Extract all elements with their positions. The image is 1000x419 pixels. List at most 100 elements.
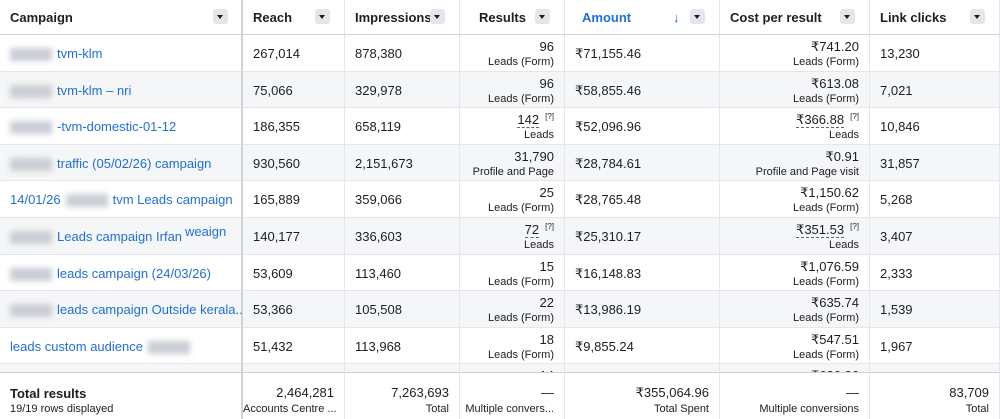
value: 15	[539, 258, 554, 274]
table-cell: 336,603	[345, 218, 460, 255]
cell-value: 22	[470, 295, 554, 310]
table-cell: 75,066	[243, 71, 345, 109]
table-cell: 930,560	[243, 144, 345, 182]
table-cell: ₹52,096.96	[565, 108, 720, 145]
table-cell: ₹0.91 Profile and Page visit	[720, 144, 870, 182]
cell-value: 3,407	[880, 229, 913, 244]
table-cell: 1,967	[870, 327, 1000, 365]
cell-value: 53,609	[253, 265, 293, 281]
dropdown-button[interactable]	[690, 9, 705, 24]
dropdown-button[interactable]	[535, 9, 550, 24]
campaign-name[interactable]: traffic (05/02/26) campaign	[10, 156, 231, 171]
column-header[interactable]: Reach	[243, 0, 345, 35]
table-cell: 113,968	[345, 327, 460, 365]
campaign-name[interactable]: Leads campaign Irfan weaign	[10, 224, 231, 245]
campaign-name[interactable]: tvm-klm	[10, 46, 231, 62]
value: 18	[539, 331, 554, 347]
column-header[interactable]: Campaign	[0, 0, 243, 35]
campaign-name[interactable]: -tvm-domestic-01-12	[10, 119, 231, 135]
cell-value: 2,333	[880, 265, 913, 281]
dropdown-button[interactable]	[430, 9, 445, 24]
cell-value: 336,603	[355, 229, 402, 244]
column-header[interactable]: Link clicks	[870, 0, 1000, 35]
dropdown-button[interactable]	[970, 9, 985, 24]
cell-value: 1,967	[880, 338, 913, 354]
cell-value: 10,846	[880, 119, 920, 135]
table-cell: ₹613.08 Leads (Form)	[720, 71, 870, 109]
dropdown-button[interactable]	[315, 9, 330, 24]
table-cell: 14/01/26 tvm Leads campaign	[0, 181, 243, 218]
redacted	[10, 267, 52, 281]
table-cell: 105,508	[345, 291, 460, 328]
table-cell: 878,380	[345, 35, 460, 72]
footer-cell: — Multiple convers...	[460, 372, 565, 419]
column-header[interactable]: Impressions	[345, 0, 460, 35]
cell-value: ₹351.53 [?]	[730, 222, 859, 238]
cell-value: 53,366	[253, 302, 293, 318]
campaign-name[interactable]: tvm-klm – nri	[10, 83, 231, 98]
footer-value: —	[846, 385, 859, 400]
redacted	[10, 231, 52, 245]
footer-subtitle: 19/19 rows displayed	[10, 403, 114, 415]
table-cell: 142 [?] Leads	[460, 108, 565, 145]
value: 72	[524, 222, 540, 238]
cell-value: ₹71,155.46	[575, 46, 642, 61]
table-cell: ₹9,855.24	[565, 327, 720, 365]
table-cell: ₹16,148.83	[565, 254, 720, 292]
footer-cell: — Multiple conversions	[720, 372, 870, 419]
table-cell: leads campaign (24/03/26)	[0, 254, 243, 292]
dropdown-button[interactable]	[840, 9, 855, 24]
cell-value: 2,151,673	[355, 155, 413, 171]
cell-label: Leads (Form)	[792, 56, 859, 68]
table-cell: ₹71,155.46	[565, 35, 720, 72]
value: ₹613.08	[810, 75, 859, 91]
cell-value: ₹28,765.48	[575, 192, 642, 208]
footer-label: Accounts Centre ...	[243, 403, 337, 415]
cell-value: 878,380	[355, 46, 402, 61]
value: 96	[539, 39, 554, 54]
redacted	[10, 157, 52, 171]
dropdown-button[interactable]	[213, 9, 228, 24]
campaign-name[interactable]: leads custom audience	[10, 339, 231, 354]
footer-label: Multiple conversions	[759, 403, 859, 415]
footer-title: Total results	[10, 386, 87, 401]
campaign-name[interactable]: leads campaign Outside kerala...	[10, 302, 246, 318]
footer-value: 2,464,281	[276, 385, 334, 400]
footer-cell: 7,263,693 Total	[345, 372, 460, 419]
value: ₹635.74	[810, 295, 859, 311]
cell-label: Leads (Form)	[792, 348, 859, 361]
redacted	[10, 121, 52, 135]
table-cell: traffic (05/02/26) campaign	[0, 144, 243, 182]
cell-value: ₹13,986.19	[575, 302, 642, 318]
cell-value: 25	[470, 185, 554, 200]
table-cell: -tvm-domestic-01-12	[0, 108, 243, 145]
cell-value: 31,790	[470, 149, 554, 164]
table-cell: 96 Leads (Form)	[460, 71, 565, 109]
table-cell: 18 Leads (Form)	[460, 327, 565, 365]
table-cell: 53,366	[243, 291, 345, 328]
cell-value: ₹366.88 [?]	[730, 112, 859, 129]
column-header[interactable]: Amount ↓	[565, 0, 720, 35]
table-cell: 3,407	[870, 218, 1000, 255]
column-header[interactable]: Cost per result	[720, 0, 870, 35]
cell-label: Leads (Form)	[487, 56, 554, 68]
table-cell: 329,978	[345, 71, 460, 109]
table-cell: leads campaign Outside kerala...	[0, 291, 246, 328]
cell-label: Leads (Form)	[487, 202, 554, 215]
campaign-name[interactable]: 14/01/26 tvm Leads campaign	[10, 192, 233, 208]
column-header[interactable]: Results	[460, 0, 565, 35]
campaign-name[interactable]: leads campaign (24/03/26)	[10, 266, 231, 281]
table-cell: ₹547.51 Leads (Form)	[720, 327, 870, 365]
info-flag: [?]	[850, 112, 859, 122]
table-cell: leads custom audience	[0, 327, 243, 365]
header-label: Amount	[582, 10, 632, 25]
cell-label: Leads	[829, 239, 859, 251]
table-cell: 5,268	[870, 181, 1000, 218]
name-part: tvm-klm – nri	[57, 82, 132, 98]
name-part: leads campaign (24/03/26)	[57, 265, 211, 281]
table-cell: 15 Leads (Form)	[460, 254, 565, 292]
table-cell: 2,333	[870, 254, 1000, 292]
cell-value: ₹16,148.83	[575, 265, 642, 281]
